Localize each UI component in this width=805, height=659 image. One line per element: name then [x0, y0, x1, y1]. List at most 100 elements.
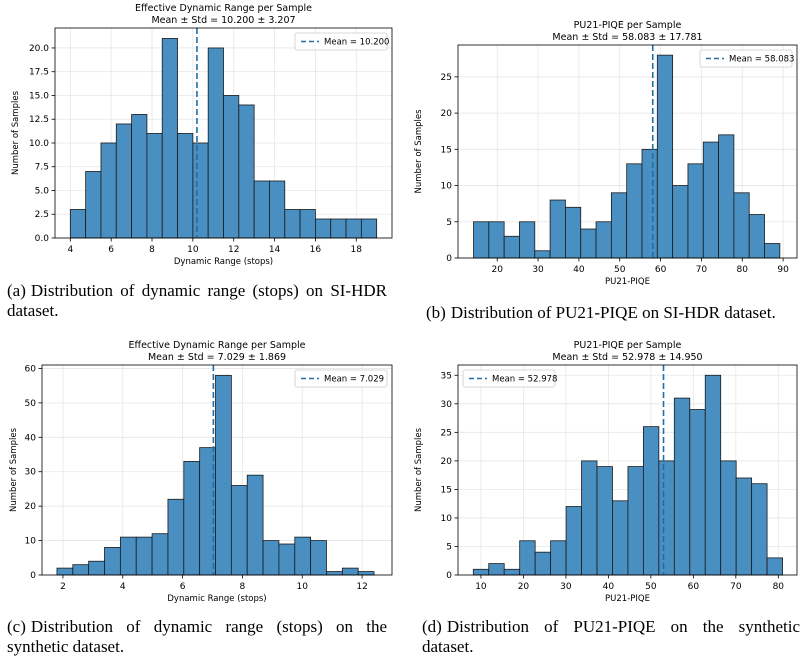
histogram-bar [69, 209, 87, 239]
histogram-bar [534, 551, 552, 576]
x-tick-label: 70 [730, 582, 742, 592]
histogram-bar [503, 568, 521, 576]
histogram-bar [315, 218, 332, 239]
chart-subtitle: Mean ± Std = 52.978 ± 14.950 [552, 352, 702, 363]
histogram-bar [718, 134, 735, 259]
y-tick-label: 40 [25, 433, 37, 443]
histogram-bar [764, 243, 781, 259]
x-tick-label: 70 [696, 265, 708, 275]
histogram-d: 10 20 30 40 50 60 70 80 0 5 10 15 20 25 30 35 PU21-PIQE … [414, 340, 798, 604]
histogram-bar [735, 477, 753, 576]
x-axis-label: Dynamic Range (stops) [167, 594, 266, 604]
histogram-bar [702, 141, 719, 259]
histogram-bar [687, 163, 704, 259]
y-tick-label: 35 [441, 371, 452, 381]
histogram-bar [341, 567, 359, 576]
legend-box [294, 32, 388, 51]
histogram-bar [119, 536, 137, 576]
y-tick-label: 50 [25, 399, 37, 409]
histogram-bar [262, 540, 280, 576]
x-tick-label: 4 [67, 245, 73, 255]
histogram-bar [626, 163, 643, 259]
histogram-bar [115, 123, 132, 239]
y-tick-label: 20 [25, 502, 37, 512]
histogram-bar [627, 466, 644, 576]
histogram-bar [345, 218, 362, 239]
x-tick-label: 30 [560, 582, 572, 592]
histogram-bar [177, 133, 194, 239]
x-tick-label: 6 [108, 245, 114, 255]
histogram-bar [580, 228, 597, 259]
legend-label: Mean = 58.083 [729, 55, 794, 65]
histogram-bar [641, 148, 658, 259]
histogram-bar [207, 47, 224, 239]
y-tick-label: 15.0 [29, 91, 49, 101]
histogram-bar [550, 540, 567, 576]
x-tick-label: 90 [777, 265, 789, 275]
x-tick-label: 8 [149, 245, 155, 255]
histogram-b: 20 30 40 50 60 70 80 90 0 5 10 15 20 25 PU21-PIQE per … [414, 20, 798, 287]
histogram-bar [766, 557, 783, 576]
x-tick-label: 20 [518, 582, 530, 592]
histogram-bar [135, 536, 153, 576]
histogram-bar [215, 374, 232, 576]
caption-label: (c) [7, 617, 26, 636]
x-tick-label: 40 [573, 265, 585, 275]
histogram-bar [326, 571, 343, 576]
legend-label: Mean = 10.200 [324, 38, 389, 48]
x-tick-label: 30 [532, 265, 544, 275]
histogram-bar [656, 54, 674, 259]
histogram-bar [581, 460, 598, 576]
histogram-bar [596, 466, 613, 576]
caption-a: (a) Distribution of dynamic range (stops)… [7, 281, 387, 321]
histogram-bar [642, 426, 660, 576]
histogram-bar [104, 547, 121, 576]
x-axis-label: PU21-PIQE [605, 277, 650, 287]
histogram-bar [534, 250, 551, 259]
x-tick-label: 12 [228, 245, 239, 255]
axes-frame [41, 364, 393, 576]
histogram-bar [269, 180, 286, 239]
histogram-bar [519, 221, 536, 259]
histogram-bar [473, 221, 490, 259]
histogram-bar [610, 192, 628, 259]
histogram-bar [472, 568, 490, 576]
x-tick-label: 80 [737, 265, 749, 275]
histogram-bar [595, 221, 612, 259]
y-tick-label: 0 [446, 571, 452, 581]
y-tick-label: 10 [441, 182, 453, 192]
caption-label: (d) [422, 617, 442, 636]
caption-d: (d) Distribution of PU21-PIQE on the synt… [422, 617, 800, 657]
histogram-bar [689, 409, 706, 576]
y-axis-label: Number of Samples [11, 90, 21, 175]
y-tick-label: 30 [25, 468, 37, 478]
legend-box [699, 49, 793, 68]
y-tick-label: 20.0 [29, 44, 49, 54]
histogram-bar [88, 560, 105, 576]
legend-box [294, 369, 388, 388]
histogram-bar [751, 483, 768, 576]
histogram-bar [503, 235, 520, 259]
chart-title: PU21-PIQE per Sample [574, 20, 682, 31]
x-tick-label: 50 [614, 265, 626, 275]
histogram-bar [357, 571, 375, 576]
x-axis-label: Dynamic Range (stops) [174, 257, 273, 267]
histogram-bar [299, 209, 316, 239]
histogram-bar [183, 460, 201, 576]
histogram-bar [704, 374, 722, 576]
y-tick-label: 5 [446, 218, 452, 228]
histogram-a: 4 6 8 10 12 14 16 18 0.0 2.5 5.0 7.5 10.0 12.5 15.0 17.… [11, 3, 393, 267]
legend-box [462, 369, 556, 388]
histogram-bar [223, 95, 240, 239]
histogram-bar [246, 474, 264, 576]
histogram-bar [230, 485, 248, 576]
histogram-bar [294, 536, 312, 576]
x-tick-label: 4 [120, 582, 126, 592]
x-tick-label: 12 [356, 582, 367, 592]
histogram-bar [167, 498, 185, 576]
histogram-bar [612, 500, 629, 576]
histogram-bar [488, 221, 505, 259]
y-tick-label: 60 [25, 364, 37, 374]
x-tick-label: 80 [773, 582, 785, 592]
histogram-bar [192, 142, 209, 239]
